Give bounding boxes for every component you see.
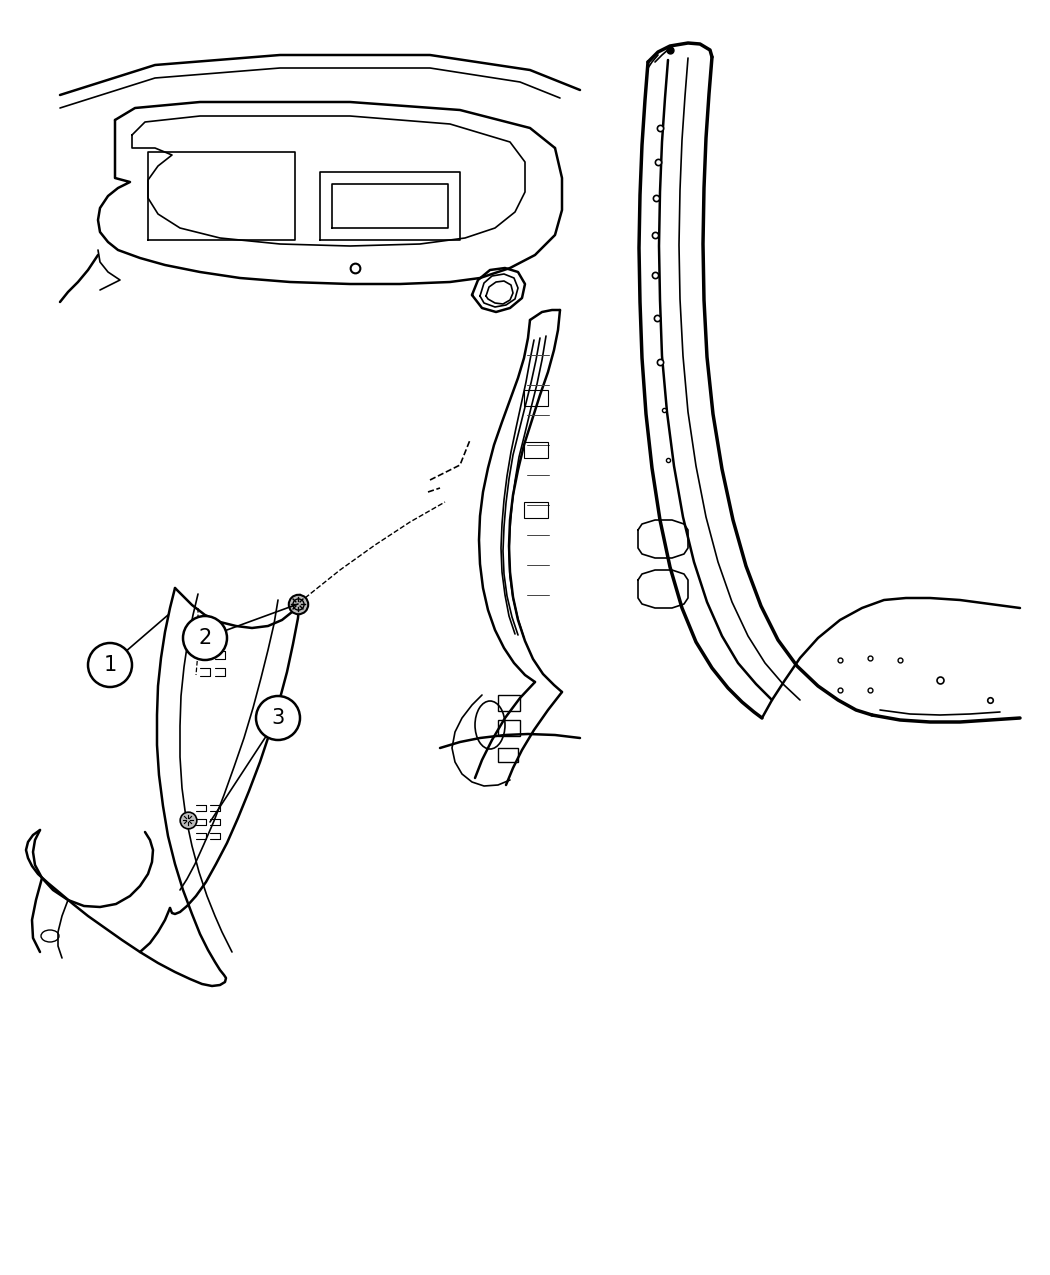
- Text: 3: 3: [271, 708, 285, 728]
- Bar: [524, 442, 548, 458]
- Bar: [498, 720, 520, 736]
- Text: 1: 1: [103, 655, 117, 674]
- Bar: [498, 695, 520, 711]
- Text: 2: 2: [198, 629, 212, 648]
- Bar: [524, 502, 548, 518]
- Circle shape: [88, 643, 132, 687]
- Bar: [498, 748, 518, 762]
- Circle shape: [256, 696, 300, 740]
- Circle shape: [183, 616, 227, 660]
- Bar: [524, 390, 548, 405]
